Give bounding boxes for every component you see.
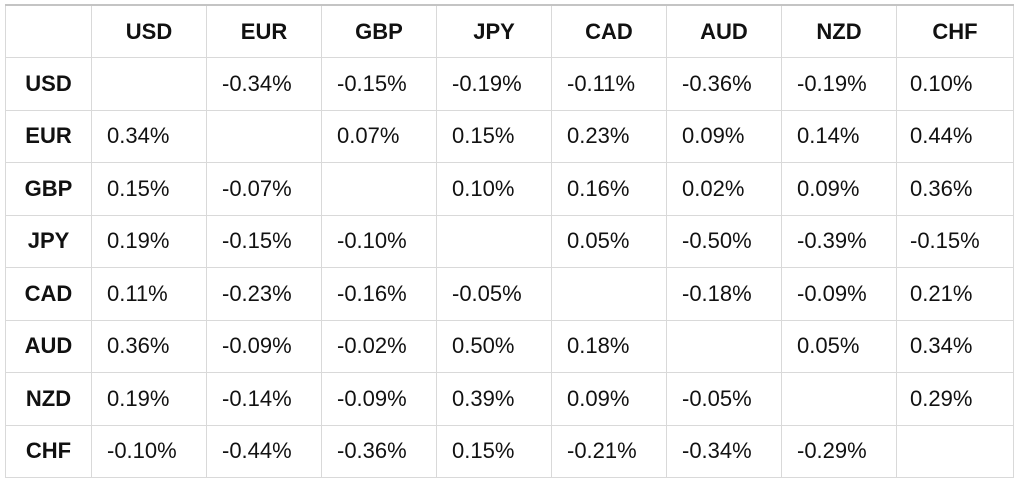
- table-cell: -0.15%: [321, 57, 437, 111]
- table-cell: -0.39%: [781, 214, 897, 268]
- table-row: USD -0.34% -0.15% -0.19% -0.11% -0.36% -…: [5, 57, 1014, 111]
- table-cell: 0.39%: [436, 372, 552, 426]
- column-header: NZD: [781, 4, 897, 58]
- table-row: CHF -0.10% -0.44% -0.36% 0.15% -0.21% -0…: [5, 424, 1014, 478]
- table-cell: 0.23%: [551, 109, 667, 163]
- table-cell: [551, 267, 667, 321]
- table-cell: -0.36%: [321, 424, 437, 478]
- table-cell: 0.16%: [551, 162, 667, 216]
- column-header: CAD: [551, 4, 667, 58]
- table-cell: -0.02%: [321, 319, 437, 373]
- table-cell: -0.07%: [206, 162, 322, 216]
- table-cell: 0.02%: [666, 162, 782, 216]
- table-row: EUR 0.34% 0.07% 0.15% 0.23% 0.09% 0.14% …: [5, 109, 1014, 163]
- table-cell: 0.36%: [896, 162, 1014, 216]
- table-cell: 0.09%: [781, 162, 897, 216]
- table-cell: -0.15%: [896, 214, 1014, 268]
- table-cell: 0.19%: [91, 214, 207, 268]
- table-cell: -0.11%: [551, 57, 667, 111]
- table-cell: [896, 424, 1014, 478]
- table-cell: 0.05%: [551, 214, 667, 268]
- column-header: GBP: [321, 4, 437, 58]
- table-cell: -0.18%: [666, 267, 782, 321]
- table-cell: 0.34%: [896, 319, 1014, 373]
- table-cell: -0.09%: [206, 319, 322, 373]
- currency-percentage-table: USD EUR GBP JPY CAD AUD NZD CHF USD -0.3…: [5, 4, 1014, 478]
- row-header: NZD: [5, 372, 92, 426]
- row-header: JPY: [5, 214, 92, 268]
- table-cell: [206, 109, 322, 163]
- table-cell: -0.36%: [666, 57, 782, 111]
- table-cell: [321, 162, 437, 216]
- table-cell: -0.14%: [206, 372, 322, 426]
- table-row: NZD 0.19% -0.14% -0.09% 0.39% 0.09% -0.0…: [5, 372, 1014, 426]
- table-cell: -0.10%: [91, 424, 207, 478]
- table-cell: -0.34%: [206, 57, 322, 111]
- row-header: USD: [5, 57, 92, 111]
- column-header: AUD: [666, 4, 782, 58]
- table-cell: [781, 372, 897, 426]
- table-cell: -0.44%: [206, 424, 322, 478]
- table-cell: 0.29%: [896, 372, 1014, 426]
- table-cell: -0.15%: [206, 214, 322, 268]
- table-row: CAD 0.11% -0.23% -0.16% -0.05% -0.18% -0…: [5, 267, 1014, 321]
- row-header: CAD: [5, 267, 92, 321]
- table-cell: 0.44%: [896, 109, 1014, 163]
- table-row: AUD 0.36% -0.09% -0.02% 0.50% 0.18% 0.05…: [5, 319, 1014, 373]
- table-cell: [666, 319, 782, 373]
- table-row: JPY 0.19% -0.15% -0.10% 0.05% -0.50% -0.…: [5, 214, 1014, 268]
- column-header: USD: [91, 4, 207, 58]
- table-cell: -0.19%: [781, 57, 897, 111]
- table-cell: -0.50%: [666, 214, 782, 268]
- table-cell: 0.18%: [551, 319, 667, 373]
- table-cell: 0.19%: [91, 372, 207, 426]
- table-cell: -0.34%: [666, 424, 782, 478]
- table-cell: -0.05%: [666, 372, 782, 426]
- table-cell: -0.16%: [321, 267, 437, 321]
- table-cell: [91, 57, 207, 111]
- row-header: CHF: [5, 424, 92, 478]
- table-row: GBP 0.15% -0.07% 0.10% 0.16% 0.02% 0.09%…: [5, 162, 1014, 216]
- table-cell: 0.05%: [781, 319, 897, 373]
- currency-heatmap-table-container: USD EUR GBP JPY CAD AUD NZD CHF USD -0.3…: [5, 4, 1014, 478]
- column-header: CHF: [896, 4, 1014, 58]
- table-cell: -0.21%: [551, 424, 667, 478]
- table-cell: 0.07%: [321, 109, 437, 163]
- table-cell: -0.29%: [781, 424, 897, 478]
- table-cell: 0.10%: [436, 162, 552, 216]
- table-cell: 0.15%: [91, 162, 207, 216]
- table-cell: -0.10%: [321, 214, 437, 268]
- table-cell: 0.50%: [436, 319, 552, 373]
- column-header: EUR: [206, 4, 322, 58]
- row-header: AUD: [5, 319, 92, 373]
- table-cell: -0.19%: [436, 57, 552, 111]
- table-cell: -0.09%: [781, 267, 897, 321]
- table-cell: 0.09%: [666, 109, 782, 163]
- table-cell: 0.09%: [551, 372, 667, 426]
- table-cell: 0.14%: [781, 109, 897, 163]
- table-cell: 0.11%: [91, 267, 207, 321]
- row-header: GBP: [5, 162, 92, 216]
- table-cell: 0.10%: [896, 57, 1014, 111]
- table-cell: -0.09%: [321, 372, 437, 426]
- table-cell: 0.36%: [91, 319, 207, 373]
- table-cell: 0.15%: [436, 109, 552, 163]
- row-header: EUR: [5, 109, 92, 163]
- table-cell: [436, 214, 552, 268]
- column-header: JPY: [436, 4, 552, 58]
- table-cell: 0.21%: [896, 267, 1014, 321]
- table-cell: 0.15%: [436, 424, 552, 478]
- table-cell: 0.34%: [91, 109, 207, 163]
- table-cell: -0.05%: [436, 267, 552, 321]
- table-cell: -0.23%: [206, 267, 322, 321]
- header-row: USD EUR GBP JPY CAD AUD NZD CHF: [5, 4, 1014, 58]
- corner-cell: [5, 4, 92, 58]
